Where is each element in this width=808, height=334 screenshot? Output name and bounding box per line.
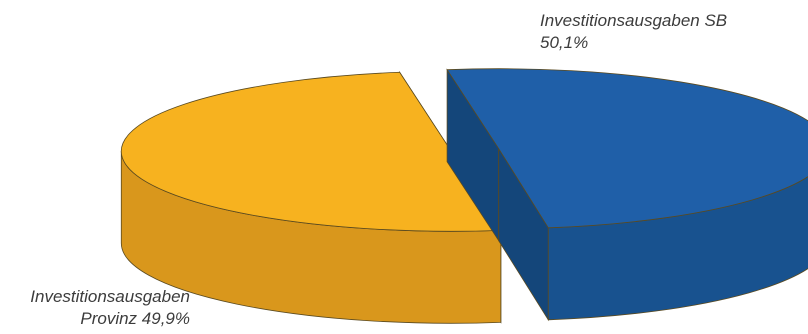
slice-label-sb-line2: 50,1% (540, 33, 589, 52)
slice-label-sb: Investitionsausgaben SB 50,1% (540, 10, 727, 54)
pie-slice-1 (120, 70, 502, 324)
slice-label-provinz-line1: Investitionsausgaben (30, 287, 190, 306)
pie-slice-0 (446, 68, 808, 322)
slice-label-provinz-line2: Provinz 49,9% (80, 309, 190, 328)
slice-label-provinz: Investitionsausgaben Provinz 49,9% (0, 286, 190, 330)
slice-label-sb-line1: Investitionsausgaben SB (540, 11, 728, 30)
